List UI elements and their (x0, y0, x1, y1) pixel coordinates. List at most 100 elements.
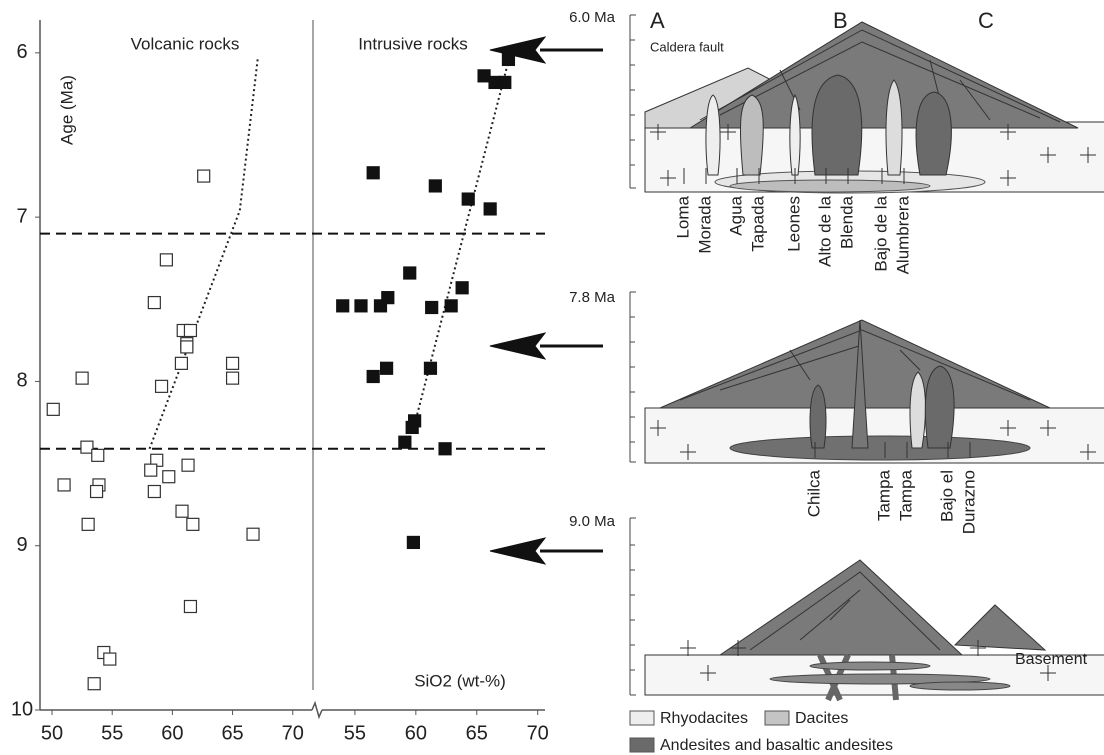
x-tick-label: 55 (101, 722, 123, 744)
data-point (181, 458, 195, 472)
data-point (162, 470, 176, 484)
intrusion (705, 94, 721, 176)
data-point (225, 371, 240, 385)
y-tick-label: 8 (16, 370, 27, 392)
y-tick-label: 7 (16, 205, 27, 227)
x-tick-label: 65 (466, 722, 488, 744)
data-point (147, 295, 161, 310)
intrusion-label: Bajo de la (871, 195, 890, 271)
sill (769, 673, 991, 685)
x-tick-label: 55 (344, 722, 366, 744)
data-point (483, 202, 497, 216)
data-point (197, 169, 211, 183)
data-point (498, 75, 512, 90)
intrusion (885, 79, 903, 176)
intrusion (851, 319, 869, 449)
intrusion (915, 91, 952, 176)
sill (809, 661, 931, 671)
intrusion (739, 94, 764, 176)
basement-pattern (650, 124, 1096, 186)
y-tick-label: 6 (16, 41, 27, 63)
panel-title: Intrusive rocks (358, 34, 468, 53)
data-point (379, 361, 394, 375)
data-point (57, 478, 71, 492)
intrusion (789, 93, 801, 176)
data-point (175, 504, 189, 518)
x-tick-label: 65 (221, 722, 243, 744)
x-axis-label: SiO2 (wt-%) (414, 671, 506, 690)
intrusion-label: Alumbrera (893, 195, 912, 274)
data-point (89, 484, 104, 499)
intrusion-label: Tapada (748, 195, 767, 251)
x-tick-label: 70 (527, 722, 549, 744)
fault-label: Caldera fault (650, 39, 724, 54)
intrusion-label: Morada (695, 195, 714, 253)
intrusion-label: Bajo el (937, 470, 956, 522)
andesite-cone (718, 559, 964, 656)
legend-label: Rhyodacites (660, 710, 748, 727)
time-ruler (629, 517, 636, 696)
axis-break (311, 700, 323, 720)
x-tick-label: 50 (41, 722, 63, 744)
intrusion (909, 371, 926, 449)
x-tick-label: 60 (161, 722, 183, 744)
data-point (80, 440, 94, 454)
data-point (46, 402, 60, 416)
data-point (477, 69, 491, 83)
data-point (461, 192, 475, 206)
cone-layers (699, 29, 1061, 123)
legend-label: Dacites (795, 710, 848, 727)
data-point (354, 299, 368, 313)
data-point (398, 435, 412, 449)
basement-label: Basement (1015, 651, 1088, 668)
intrusion-label: Durazno (959, 470, 978, 534)
panel-title: Volcanic rocks (131, 34, 240, 53)
data-point (91, 448, 105, 462)
stage-9-0: 9.0 Ma Basement (569, 513, 1104, 702)
data-point (366, 166, 380, 180)
andesite-cone (688, 21, 1079, 129)
column-label: A (650, 8, 665, 33)
data-point (87, 677, 101, 691)
x-tick-label: 70 (282, 722, 304, 744)
intrusion-label: Leones (784, 196, 803, 252)
intrusion-label: Blenda (837, 195, 856, 248)
sill (909, 681, 1011, 691)
intrusion-label: Tampa (874, 469, 893, 521)
arrows (489, 36, 603, 565)
sill (729, 435, 1031, 461)
data-point (144, 463, 158, 477)
cone-layers (679, 329, 1031, 401)
intrusion-label: Chilca (804, 469, 823, 517)
data-point (444, 299, 458, 313)
intrusion (809, 384, 827, 449)
stage-labels: Chilca Tampa Tampa Bajo el Durazno (804, 442, 978, 534)
y-tick-label: 10 (11, 698, 33, 720)
intrusion (924, 365, 955, 449)
legend-swatch (764, 710, 790, 726)
legend-swatch (629, 710, 655, 726)
data-point (406, 535, 420, 550)
data-point (373, 299, 388, 313)
data-point (438, 442, 452, 456)
data-point (423, 361, 438, 375)
stage-age: 6.0 Ma (569, 9, 616, 26)
data-point (154, 379, 169, 393)
magma-lens (729, 179, 931, 193)
data-point (405, 420, 419, 435)
x-tick-label: 60 (405, 722, 427, 744)
trend-line (412, 60, 510, 430)
data-point (455, 281, 469, 295)
intrusion-label: Tampa (896, 469, 915, 521)
column-label: B (833, 8, 848, 33)
data-point (81, 517, 95, 531)
data-point (246, 527, 260, 541)
time-ruler (629, 14, 636, 189)
cone-layers (749, 571, 941, 651)
stage-age: 9.0 Ma (569, 513, 616, 530)
intrusion-label: Agua (726, 195, 745, 235)
column-label: C (978, 8, 994, 33)
andesite-cone (953, 604, 1047, 651)
